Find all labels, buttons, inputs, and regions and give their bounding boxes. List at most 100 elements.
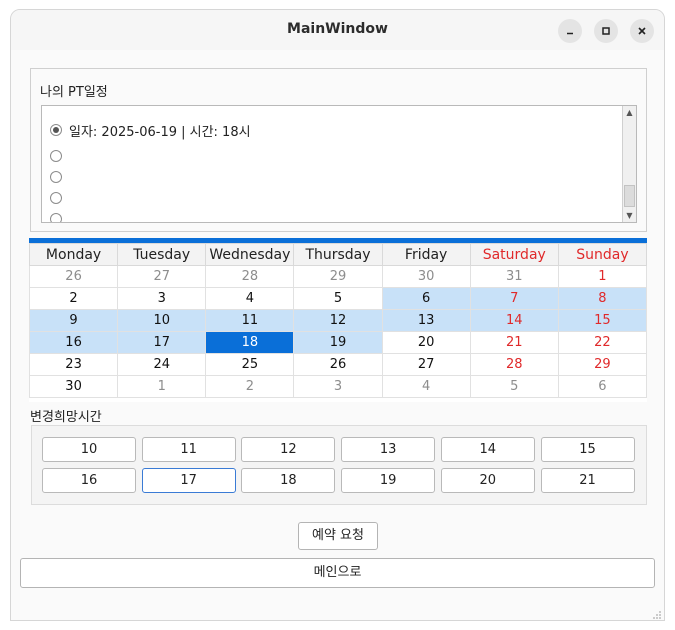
calendar-day-cell[interactable]: 29: [293, 265, 383, 288]
calendar-day-cell[interactable]: 30: [28, 375, 119, 398]
resize-grip-icon[interactable]: [652, 610, 662, 620]
calendar-day-cell[interactable]: 19: [293, 331, 383, 354]
calendar-day-cell[interactable]: 4: [205, 287, 295, 310]
calendar-day-cell[interactable]: 22: [557, 331, 648, 354]
calendar-day-cell[interactable]: 16: [28, 331, 119, 354]
calendar-day-cell[interactable]: 11: [205, 309, 295, 332]
scroll-down-icon[interactable]: ▼: [626, 211, 633, 220]
calendar-day-cell[interactable]: 3: [293, 375, 383, 398]
time-button[interactable]: 20: [440, 468, 535, 493]
calendar-week-row: 26 27 28 29 30 31 1: [28, 265, 648, 288]
weekday-header: Tuesday: [117, 243, 207, 266]
weekday-header: Thursday: [293, 243, 383, 266]
calendar-header-row: Monday Tuesday Wednesday Thursday Friday Satu…: [28, 243, 648, 266]
calendar-week-row: 30 1 2 3 4 5 6: [28, 375, 648, 398]
close-icon: [638, 27, 646, 35]
scroll-thumb[interactable]: [624, 185, 635, 207]
radio-button[interactable]: [50, 213, 62, 222]
schedule-item[interactable]: [50, 167, 69, 187]
calendar-day-cell[interactable]: 5: [293, 287, 383, 310]
time-button[interactable]: 19: [341, 468, 436, 493]
calendar-day-cell[interactable]: 18: [205, 331, 295, 354]
calendar-day-cell[interactable]: 9: [28, 309, 119, 332]
calendar-day-cell[interactable]: 8: [557, 287, 648, 310]
calendar-day-cell[interactable]: 3: [117, 287, 207, 310]
schedule-item[interactable]: [50, 188, 69, 208]
time-button[interactable]: 12: [241, 437, 336, 462]
calendar-week-row: 9 10 11 12 13 14 15: [28, 309, 648, 332]
calendar-day-cell[interactable]: 21: [469, 331, 559, 354]
calendar-day-cell[interactable]: 2: [205, 375, 295, 398]
title-bar[interactable]: MainWindow: [11, 10, 664, 51]
calendar-day-cell[interactable]: 24: [117, 353, 207, 376]
time-button[interactable]: 18: [241, 468, 336, 493]
weekday-header: Saturday: [469, 243, 559, 266]
time-button[interactable]: 16: [42, 468, 136, 493]
go-main-button[interactable]: 메인으로: [20, 558, 655, 588]
calendar-day-cell[interactable]: 15: [557, 309, 648, 332]
calendar-day-cell[interactable]: 12: [293, 309, 383, 332]
radio-button[interactable]: [50, 150, 62, 162]
calendar-day-cell[interactable]: 10: [117, 309, 207, 332]
calendar-day-cell[interactable]: 27: [117, 265, 207, 288]
calendar-day-cell[interactable]: 2: [28, 287, 119, 310]
calendar-day-cell[interactable]: 5: [469, 375, 559, 398]
maximize-button[interactable]: [594, 19, 618, 43]
schedule-item[interactable]: [50, 209, 69, 222]
scroll-up-icon[interactable]: ▲: [626, 108, 633, 117]
calendar-day-cell[interactable]: 6: [557, 375, 648, 398]
reserve-request-button[interactable]: 예약 요청: [298, 522, 378, 550]
calendar-grid: Monday Tuesday Wednesday Thursday Friday Satu…: [28, 243, 648, 398]
calendar-day-cell[interactable]: 30: [381, 265, 471, 288]
time-button[interactable]: 10: [42, 437, 136, 462]
pt-schedule-group: 나의 PT일정 일자: 2025-06-19 | 시간: 18시: [30, 68, 647, 232]
calendar-day-cell[interactable]: 4: [381, 375, 471, 398]
calendar-day-cell[interactable]: 27: [381, 353, 471, 376]
time-button[interactable]: 14: [440, 437, 535, 462]
calendar-day-cell[interactable]: 7: [469, 287, 559, 310]
time-button-panel: 10 11 12 13 14 15 16 17 18 19 20 21: [31, 425, 647, 505]
radio-button[interactable]: [50, 171, 62, 183]
calendar-day-cell[interactable]: 26: [28, 265, 119, 288]
calendar-day-cell[interactable]: 1: [557, 265, 648, 288]
calendar-day-cell[interactable]: 1: [117, 375, 207, 398]
weekday-header: Sunday: [557, 243, 648, 266]
calendar-day-cell[interactable]: 31: [469, 265, 559, 288]
schedule-item-label: 일자: 2025-06-19 | 시간: 18시: [69, 124, 251, 140]
radio-button-checked[interactable]: [50, 124, 62, 136]
calendar-day-cell[interactable]: 28: [469, 353, 559, 376]
calendar-day-cell[interactable]: 6: [381, 287, 471, 310]
weekday-header: Wednesday: [205, 243, 295, 266]
vertical-scrollbar[interactable]: ▲ ▼: [622, 106, 636, 222]
time-button[interactable]: 21: [540, 468, 635, 493]
time-button[interactable]: 17: [141, 468, 236, 493]
window-title: MainWindow: [287, 21, 388, 37]
calendar-day-cell[interactable]: 28: [205, 265, 295, 288]
preferred-time-label: 변경희망시간: [30, 410, 102, 425]
minimize-button[interactable]: [558, 19, 582, 43]
calendar-day-cell[interactable]: 13: [381, 309, 471, 332]
time-button[interactable]: 11: [141, 437, 236, 462]
weekday-header: Monday: [28, 243, 119, 266]
calendar-body: 26 27 28 29 30 31 1 2 3 4 5 6 7 8 9 10 11 12 13 14 15 16 17 18 1…: [28, 265, 648, 398]
schedule-list[interactable]: 일자: 2025-06-19 | 시간: 18시: [41, 105, 637, 223]
calendar-day-cell[interactable]: 14: [469, 309, 559, 332]
calendar-day-cell[interactable]: 25: [205, 353, 295, 376]
calendar[interactable]: Monday Tuesday Wednesday Thursday Friday Satu…: [28, 238, 648, 402]
schedule-item[interactable]: 일자: 2025-06-19 | 시간: 18시: [50, 120, 251, 140]
calendar-day-cell[interactable]: 17: [117, 331, 207, 354]
time-button[interactable]: 13: [341, 437, 436, 462]
calendar-day-cell[interactable]: 29: [557, 353, 648, 376]
main-window: MainWindow 나의 PT일정 일자: 2025-06-19 | 시간: …: [10, 9, 665, 621]
close-button[interactable]: [630, 19, 654, 43]
calendar-day-cell[interactable]: 23: [28, 353, 119, 376]
calendar-week-row: 16 17 18 19 20 21 22: [28, 331, 648, 354]
calendar-day-cell[interactable]: 20: [381, 331, 471, 354]
radio-button[interactable]: [50, 192, 62, 204]
content-area: 나의 PT일정 일자: 2025-06-19 | 시간: 18시: [11, 50, 664, 620]
time-button[interactable]: 15: [540, 437, 635, 462]
weekday-header: Friday: [381, 243, 471, 266]
calendar-day-cell[interactable]: 26: [293, 353, 383, 376]
schedule-item[interactable]: [50, 146, 69, 166]
